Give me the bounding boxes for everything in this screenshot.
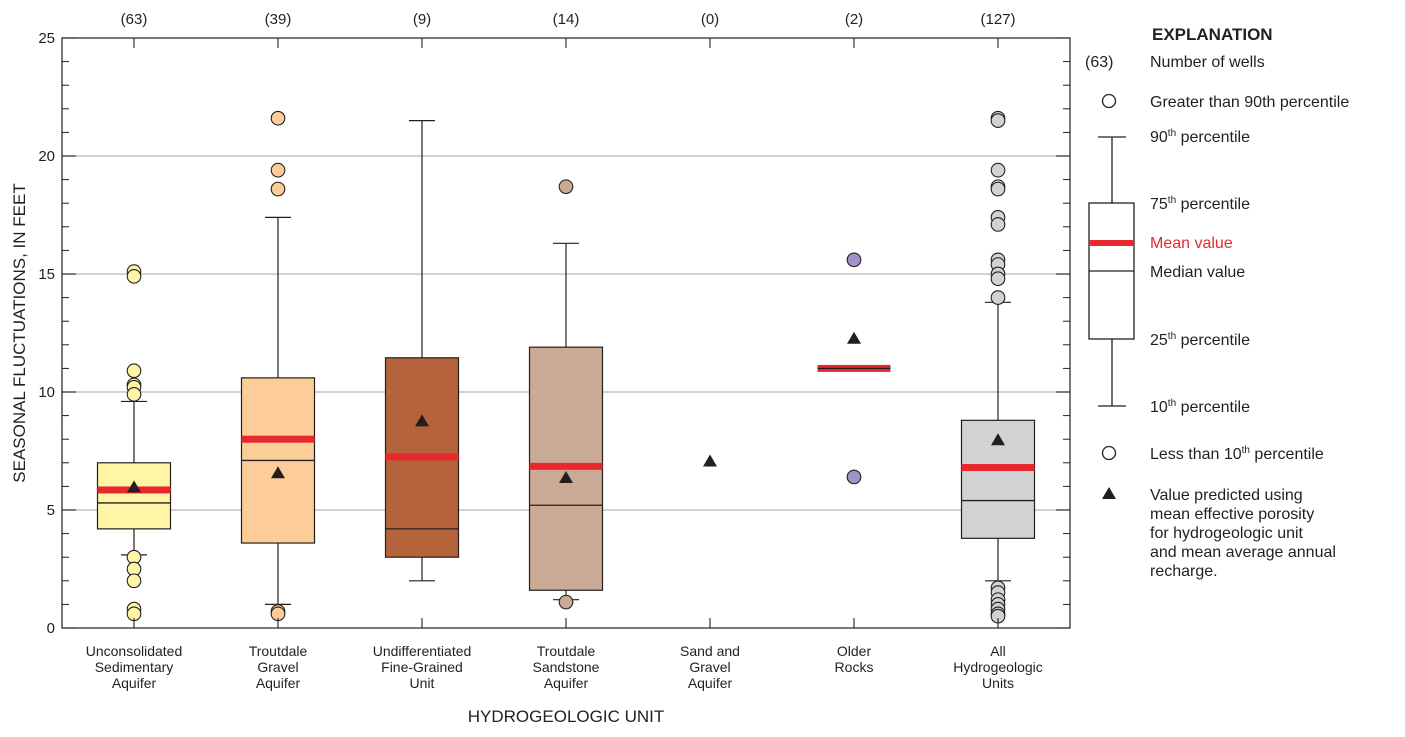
well-count-label: (0) [701,11,719,28]
legend-predicted-line: and mean average annual [1150,544,1336,561]
y-tick-label: 20 [38,148,55,165]
legend-p25-label: 25th percentile [1150,331,1250,349]
mean-bar [961,464,1035,472]
outlier-point [846,469,862,485]
x-axis-title: HYDROGEOLOGIC UNIT [468,707,664,726]
legend-less-label: Less than 10th percentile [1150,445,1324,463]
legend-less-marker [1101,445,1117,461]
outlier-point [126,573,142,589]
well-count-label: (39) [265,11,292,28]
plot-area [96,110,1036,624]
outlier-point [990,113,1006,128]
legend-median-label: Median value [1150,264,1245,281]
legend-box-symbol [1088,136,1135,407]
category-label: Gravel [689,659,730,675]
category-label: Troutdale [249,643,308,659]
y-tick-label: 5 [47,502,55,519]
predicted-value-marker [847,331,861,344]
category-label: Unconsolidated [86,643,183,659]
well-count-label: (127) [980,11,1015,28]
category-label: Sandstone [533,659,600,675]
category-label: Units [982,675,1014,691]
outlier-point [270,110,286,126]
category-label: Troutdale [537,643,596,659]
category-label: Sedimentary [95,659,174,675]
legend-mean-label: Mean value [1150,235,1233,252]
legend-title: EXPLANATION [1152,25,1273,44]
outlier-point [990,217,1006,232]
mean-bar [529,462,603,470]
well-count-label: (63) [121,11,148,28]
category-label: Aquifer [112,675,157,691]
category-label: Aquifer [544,675,589,691]
legend-predicted-line: recharge. [1150,563,1218,580]
predicted-value-marker [703,454,717,467]
outlier-point [990,271,1006,287]
category-label: Undifferentiated [373,643,472,659]
category-label: Rocks [835,659,874,675]
legend-p75-label: 75th percentile [1150,195,1250,213]
well-count-label: (9) [413,11,431,28]
legend-count-label: Number of wells [1150,54,1265,71]
mean-bar [385,453,459,461]
category-label: Unit [410,675,435,691]
outlier-point [126,363,142,379]
legend: EXPLANATION (63) Number of wells Greater… [1085,25,1349,580]
category-label: All [990,643,1006,659]
category-label: Fine-Grained [381,659,463,675]
legend-p10-label: 10th percentile [1150,398,1250,416]
legend-p90-label: 90th percentile [1150,128,1250,146]
iqr-box [96,462,172,530]
outlier-point [126,387,142,402]
legend-count-sample: (63) [1085,54,1113,71]
category-label: Aquifer [256,675,301,691]
outlier-point [846,252,862,268]
outlier-point [558,179,574,195]
outlier-point [270,181,286,197]
category-label: Gravel [257,659,298,675]
axes: 0510152025(63)UnconsolidatedSedimentaryA… [38,11,1070,691]
legend-predicted-label: Value predicted using mean effective poro… [1150,487,1336,580]
predicted-value-marker [415,414,429,427]
y-tick-label: 10 [38,384,55,401]
outlier-point [990,290,1006,305]
category-label: Sand and [680,643,740,659]
outlier-point [990,181,1006,197]
outlier-point [126,269,142,284]
well-count-label: (14) [553,11,580,28]
predicted-value-marker [271,466,285,479]
category-label: Aquifer [688,675,733,691]
well-count-label: (2) [845,11,863,28]
outlier-point [558,594,574,610]
y-tick-label: 0 [47,620,55,637]
outlier-point [270,162,286,178]
y-tick-label: 25 [38,30,55,47]
legend-predicted-marker [1102,487,1116,499]
predicted-value-marker [559,470,573,483]
legend-predicted-line: mean effective porosity [1150,506,1314,523]
legend-greater-marker [1101,93,1117,109]
legend-predicted-line: Value predicted using [1150,487,1303,504]
category-label: Hydrogeologic [953,659,1043,675]
outlier-point [990,162,1006,178]
category-label: Older [837,643,872,659]
y-tick-label: 15 [38,266,55,283]
y-axis-title: SEASONAL FLUCTUATIONS, IN FEET [10,183,29,482]
predicted-value-marker [127,480,141,493]
legend-greater-label: Greater than 90th percentile [1150,94,1349,111]
predicted-value-marker [991,433,1005,446]
mean-bar [241,435,315,443]
legend-predicted-line: for hydrogeologic unit [1150,525,1304,542]
